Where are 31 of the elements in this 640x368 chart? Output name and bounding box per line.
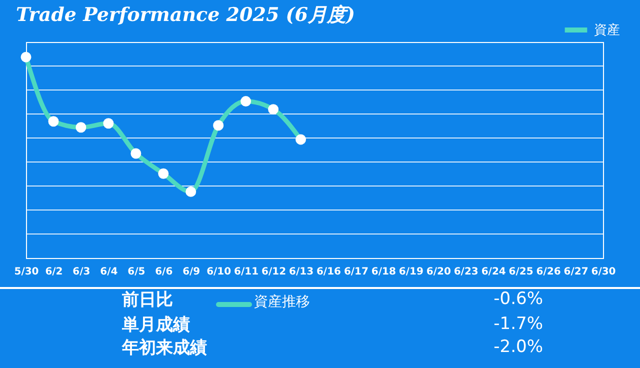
x-tick-label: 6/26 — [536, 266, 561, 278]
x-tick-label: 6/10 — [206, 266, 232, 278]
x-tick-label: 6/18 — [371, 266, 396, 278]
text: 単月成績 — [122, 314, 190, 336]
x-tick-label: 6/6 — [155, 266, 173, 278]
text: 資産推移 — [254, 293, 310, 311]
x-tick-label: 6/23 — [454, 266, 478, 278]
text: 前日比 — [122, 289, 173, 311]
text: -1.7% — [494, 314, 543, 334]
x-tick-label: 6/19 — [398, 266, 424, 278]
x-tick-label: 6/3 — [72, 266, 90, 278]
x-tick-label: 6/16 — [316, 266, 342, 278]
x-tick-label: 6/12 — [262, 266, 286, 278]
x-tick-label: 6/11 — [234, 266, 259, 278]
x-tick-label: 6/24 — [481, 266, 506, 278]
legend-label: 資産 — [594, 22, 620, 38]
text: 年初来成績 — [122, 337, 207, 359]
x-tick-label: 6/4 — [100, 266, 118, 278]
chart-title: Trade Performance 2025 (6月度) — [16, 3, 355, 28]
x-tick-label: 6/9 — [182, 266, 200, 278]
x-tick-label: 6/2 — [45, 266, 63, 278]
x-tick-label: 6/13 — [288, 266, 314, 278]
text: -2.0% — [494, 337, 543, 357]
x-tick-label: 5/30 — [14, 266, 39, 278]
x-tick-label: 6/27 — [564, 266, 588, 278]
x-tick-label: 6/25 — [508, 266, 534, 278]
x-tick-label: 6/20 — [426, 266, 451, 278]
text: -0.6% — [494, 289, 543, 309]
x-tick-label: 6/30 — [591, 266, 616, 278]
x-tick-label: 6/17 — [344, 266, 369, 278]
x-tick-label: 6/5 — [128, 266, 146, 278]
